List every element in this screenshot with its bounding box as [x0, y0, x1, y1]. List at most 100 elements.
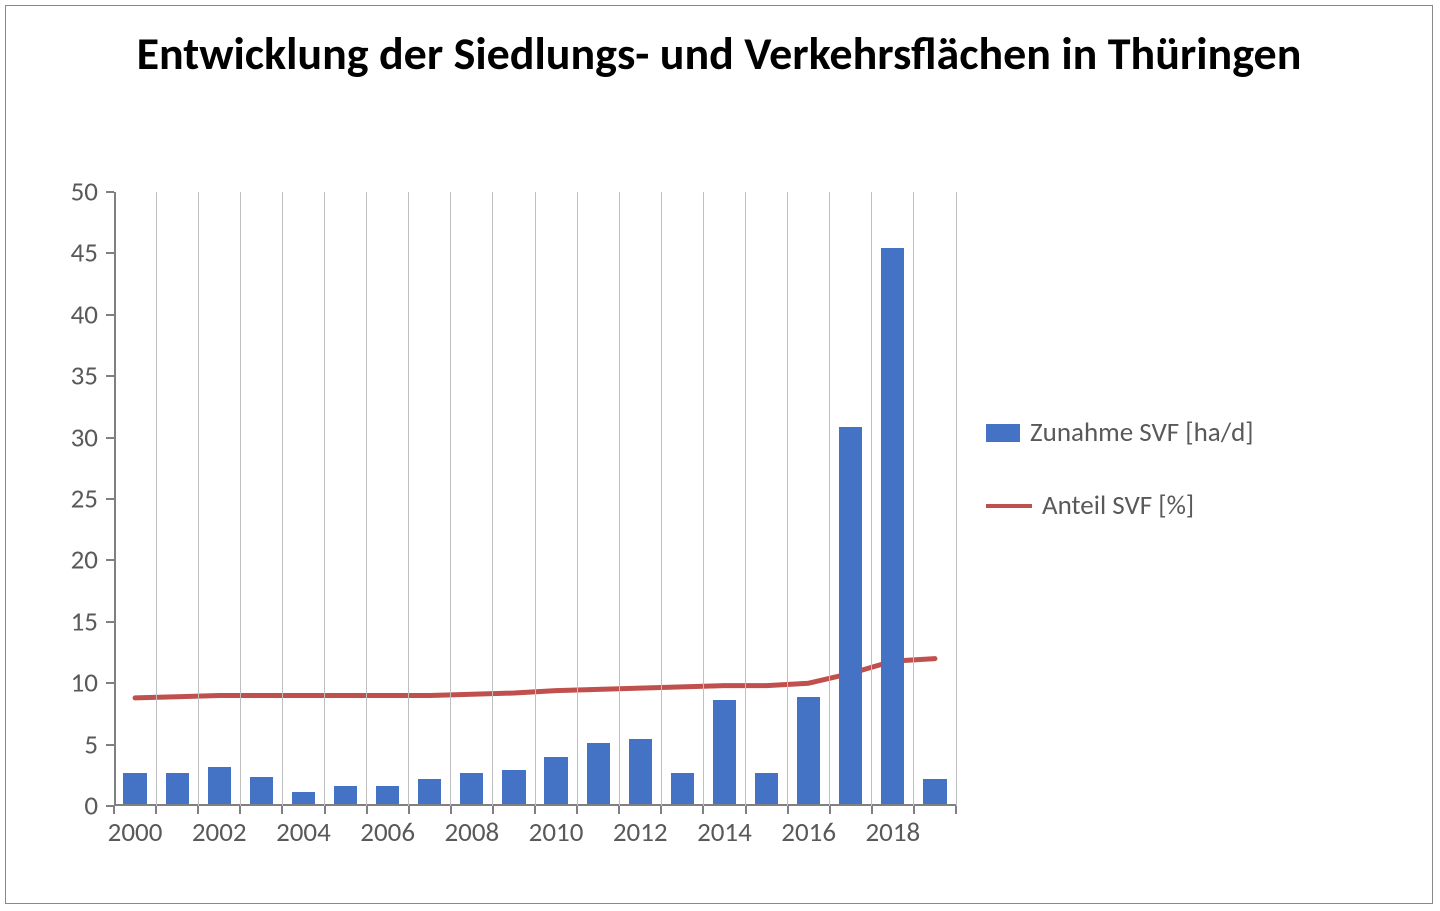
bar: [250, 777, 273, 804]
bar: [881, 248, 904, 804]
gridline-vertical: [619, 192, 620, 806]
gridline-vertical: [703, 192, 704, 806]
x-tick-mark: [492, 806, 494, 814]
gridline-vertical: [956, 192, 957, 806]
x-tick-mark: [702, 806, 704, 814]
y-tick-mark: [106, 191, 114, 193]
x-tick-label: 2016: [781, 816, 836, 849]
gridline-vertical: [282, 192, 283, 806]
gridline-vertical: [450, 192, 451, 806]
bar: [713, 700, 736, 804]
x-tick-mark: [366, 806, 368, 814]
chart-frame: Entwicklung der Siedlungs- und Verkehrsf…: [5, 5, 1433, 904]
bar: [502, 770, 525, 804]
gridline-vertical: [745, 192, 746, 806]
x-tick-mark: [576, 806, 578, 814]
y-tick-mark: [106, 437, 114, 439]
bar: [418, 779, 441, 804]
y-tick-label: 10: [71, 667, 98, 700]
x-tick-mark: [450, 806, 452, 814]
gridline-vertical: [577, 192, 578, 806]
legend-item-bars: Zunahme SVF [ha/d]: [986, 416, 1254, 449]
bar: [629, 739, 652, 804]
x-tick-label: 2000: [108, 816, 163, 849]
legend-label-line: Anteil SVF [%]: [1042, 489, 1194, 522]
gridline-vertical: [871, 192, 872, 806]
x-tick-mark: [534, 806, 536, 814]
gridline-vertical: [535, 192, 536, 806]
x-tick-mark: [871, 806, 873, 814]
gridline-vertical: [198, 192, 199, 806]
bar: [334, 786, 357, 804]
y-tick-mark: [106, 498, 114, 500]
bar: [292, 792, 315, 804]
y-tick-label: 40: [71, 298, 98, 331]
bar: [587, 743, 610, 804]
x-tick-mark: [745, 806, 747, 814]
legend-swatch-bar: [986, 424, 1020, 442]
x-tick-label: 2018: [865, 816, 920, 849]
bar: [839, 427, 862, 804]
x-tick-label: 2012: [613, 816, 668, 849]
bar: [376, 786, 399, 804]
gridline-vertical: [492, 192, 493, 806]
y-tick-label: 15: [71, 605, 98, 638]
y-tick-label: 0: [84, 790, 98, 823]
x-tick-mark: [618, 806, 620, 814]
legend: Zunahme SVF [ha/d] Anteil SVF [%]: [986, 416, 1254, 562]
y-tick-label: 20: [71, 544, 98, 577]
gridline-vertical: [240, 192, 241, 806]
gridline-vertical: [156, 192, 157, 806]
x-tick-label: 2010: [529, 816, 584, 849]
y-tick-mark: [106, 252, 114, 254]
bar: [208, 767, 231, 804]
x-tick-label: 2006: [360, 816, 415, 849]
y-tick-label: 45: [71, 237, 98, 270]
y-tick-label: 50: [71, 176, 98, 209]
x-tick-label: 2002: [192, 816, 247, 849]
bar: [460, 773, 483, 804]
x-tick-mark: [239, 806, 241, 814]
legend-item-line: Anteil SVF [%]: [986, 489, 1254, 522]
x-tick-mark: [155, 806, 157, 814]
legend-label-bars: Zunahme SVF [ha/d]: [1030, 416, 1254, 449]
x-tick-label: 2014: [697, 816, 752, 849]
gridline-vertical: [787, 192, 788, 806]
gridline-vertical: [913, 192, 914, 806]
bar: [123, 773, 146, 804]
gridline-vertical: [324, 192, 325, 806]
gridline-vertical: [661, 192, 662, 806]
gridline-vertical: [366, 192, 367, 806]
x-tick-mark: [197, 806, 199, 814]
bar: [671, 773, 694, 804]
y-tick-mark: [106, 314, 114, 316]
y-tick-mark: [106, 559, 114, 561]
chart-title: Entwicklung der Siedlungs- und Verkehrsf…: [6, 28, 1432, 81]
x-tick-mark: [324, 806, 326, 814]
x-tick-mark: [829, 806, 831, 814]
x-tick-mark: [113, 806, 115, 814]
x-tick-mark: [660, 806, 662, 814]
x-tick-mark: [913, 806, 915, 814]
x-tick-label: 2008: [444, 816, 499, 849]
y-tick-label: 25: [71, 483, 98, 516]
x-tick-mark: [408, 806, 410, 814]
y-tick-label: 5: [84, 728, 98, 761]
bar: [166, 773, 189, 804]
legend-swatch-line: [986, 504, 1032, 508]
plot-area: 0510152025303540455020002002200420062008…: [114, 192, 956, 806]
bar: [923, 779, 946, 804]
y-tick-mark: [106, 375, 114, 377]
x-tick-mark: [955, 806, 957, 814]
y-tick-label: 30: [71, 421, 98, 454]
y-tick-label: 35: [71, 360, 98, 393]
x-tick-label: 2004: [276, 816, 331, 849]
bar: [797, 697, 820, 804]
gridline-vertical: [408, 192, 409, 806]
y-tick-mark: [106, 621, 114, 623]
x-tick-mark: [787, 806, 789, 814]
bar: [755, 773, 778, 804]
gridline-vertical: [829, 192, 830, 806]
y-tick-mark: [106, 744, 114, 746]
bar: [544, 757, 567, 804]
